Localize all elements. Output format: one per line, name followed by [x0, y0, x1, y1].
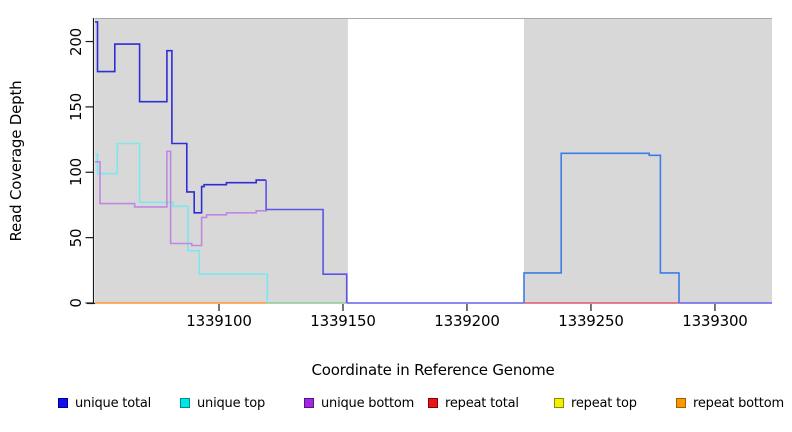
y-axis-title: Read Coverage Depth	[7, 80, 25, 242]
legend-swatch-repeat-total	[428, 398, 438, 408]
x-tick-label: 1339250	[558, 312, 624, 330]
legend-swatch-unique-total	[58, 398, 68, 408]
series-unique-total-unique-top-repeat-region-	[523, 152, 680, 303]
legend-label-repeat-top: repeat top	[571, 396, 637, 411]
legend-label-repeat-total: repeat total	[445, 396, 519, 411]
x-tick-label: 1339200	[434, 312, 500, 330]
repeat-region-2	[524, 18, 772, 303]
legend-label-unique-total: unique total	[75, 396, 152, 411]
repeat-region-1	[95, 18, 348, 303]
legend-label-repeat-bottom: repeat bottom	[693, 396, 784, 411]
legend-swatch-unique-top	[180, 398, 190, 408]
legend-swatch-unique-bottom	[304, 398, 314, 408]
legend-label-unique-bottom: unique bottom	[321, 396, 415, 411]
legend-label-unique-top: unique top	[197, 396, 266, 411]
y-tick-label: 0	[67, 298, 85, 308]
x-tick-label: 1339150	[310, 312, 376, 330]
legend-swatch-repeat-bottom	[676, 398, 686, 408]
y-tick-label: 100	[67, 158, 85, 187]
series-unique-total	[95, 21, 267, 214]
x-tick-label: 1339300	[682, 312, 748, 330]
series-unique-total-unique-bottom-overlap	[265, 180, 348, 303]
legend-swatch-repeat-top	[554, 398, 564, 408]
x-axis-title: Coordinate in Reference Genome	[311, 361, 555, 379]
x-tick-label: 1339100	[186, 312, 252, 330]
y-tick-label: 50	[67, 228, 85, 247]
y-tick-label: 200	[67, 27, 85, 56]
series-unique-top	[95, 142, 269, 303]
series-unique-bottom	[95, 150, 268, 247]
y-tick-label: 150	[67, 92, 85, 121]
